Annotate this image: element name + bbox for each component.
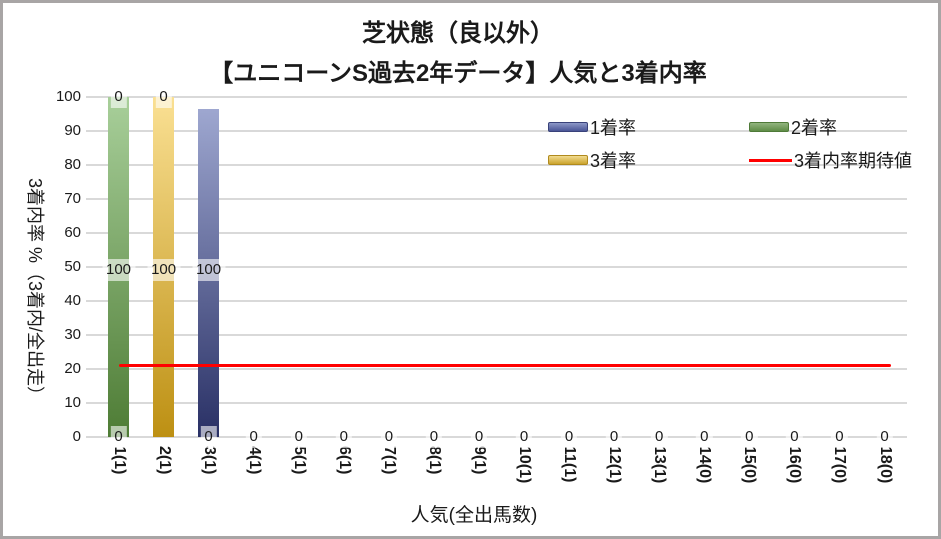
- gridline: [86, 402, 907, 404]
- x-tick-label: 11(1): [561, 446, 579, 483]
- gridline: [86, 96, 907, 98]
- data-label: 0: [245, 426, 262, 448]
- data-label: 0: [831, 426, 848, 448]
- data-label: 0: [605, 426, 623, 448]
- y-tick-label: 100: [55, 88, 81, 105]
- data-label: 0: [470, 426, 488, 448]
- y-tick-label: 30: [64, 326, 81, 343]
- x-tick-label: 4(1): [245, 446, 263, 475]
- data-label: 0: [335, 426, 352, 448]
- x-axis-title: 人気(全出馬数): [410, 505, 538, 526]
- y-tick-label: 20: [64, 360, 81, 377]
- gridline: [86, 334, 907, 336]
- data-label: 0: [425, 426, 443, 448]
- gridline: [86, 232, 907, 234]
- data-label: 0: [651, 426, 668, 448]
- data-label: 100: [192, 259, 226, 282]
- x-tick-label: 3(1): [200, 446, 218, 475]
- gridline: [86, 368, 907, 370]
- data-label: 0: [155, 86, 172, 108]
- data-label: 0: [876, 426, 893, 448]
- x-tick-label: 6(1): [335, 446, 353, 475]
- chart-title-line2: 【ユニコーンS過去2年データ】人気と3着内率: [209, 60, 707, 87]
- data-label: 0: [200, 426, 217, 448]
- data-label: 0: [110, 426, 127, 448]
- gridline: [86, 436, 907, 438]
- data-label: 0: [290, 426, 307, 448]
- x-tick-label: 5(1): [290, 446, 308, 475]
- data-label: 100: [101, 259, 136, 282]
- y-tick-label: 80: [64, 156, 81, 173]
- gridline: [86, 198, 907, 200]
- data-label: 100: [147, 259, 181, 282]
- x-tick-label: 1(1): [110, 446, 128, 475]
- x-tick-label: 17(0): [831, 446, 849, 484]
- x-tick-label: 10(1): [516, 446, 533, 484]
- x-tick-label: 8(1): [425, 446, 443, 475]
- y-tick-label: 60: [64, 224, 81, 241]
- y-tick-label: 90: [64, 122, 81, 139]
- x-tick-label: 15(0): [741, 446, 759, 484]
- y-tick-label: 70: [64, 190, 81, 207]
- gridline: [86, 164, 907, 166]
- y-tick-label: 0: [72, 428, 81, 445]
- x-tick-label: 13(1): [651, 446, 669, 484]
- x-tick-label: 16(0): [786, 446, 804, 484]
- data-label: 0: [560, 426, 578, 448]
- data-label: 0: [696, 426, 713, 448]
- plot-area: 100 90 80 70 60 50 40 30 20 10 0 1(1) 2(1) 3(1) 4(1) 5(…: [3, 3, 938, 536]
- gridline: [86, 266, 907, 268]
- y-tick-label: 40: [64, 292, 81, 309]
- x-tick-label: 9(1): [471, 446, 488, 475]
- expected-value-line: [119, 364, 891, 367]
- gridline: [86, 300, 907, 302]
- data-label: 0: [515, 426, 533, 448]
- x-tick-label: 2(1): [155, 446, 173, 475]
- data-label: 0: [786, 426, 803, 448]
- data-label: 0: [110, 86, 127, 108]
- x-tick-label: 7(1): [380, 446, 398, 475]
- data-label: 0: [741, 426, 758, 448]
- x-tick-label: 18(0): [876, 446, 894, 484]
- y-tick-label: 50: [64, 258, 81, 275]
- y-tick-label: 10: [64, 394, 81, 411]
- gridline: [86, 130, 907, 132]
- data-label: 0: [380, 426, 398, 448]
- chart-title-line1: 芝状態（良以外）: [362, 20, 554, 47]
- x-tick-label: 14(0): [696, 446, 714, 484]
- x-tick-label: 12(1): [606, 446, 624, 484]
